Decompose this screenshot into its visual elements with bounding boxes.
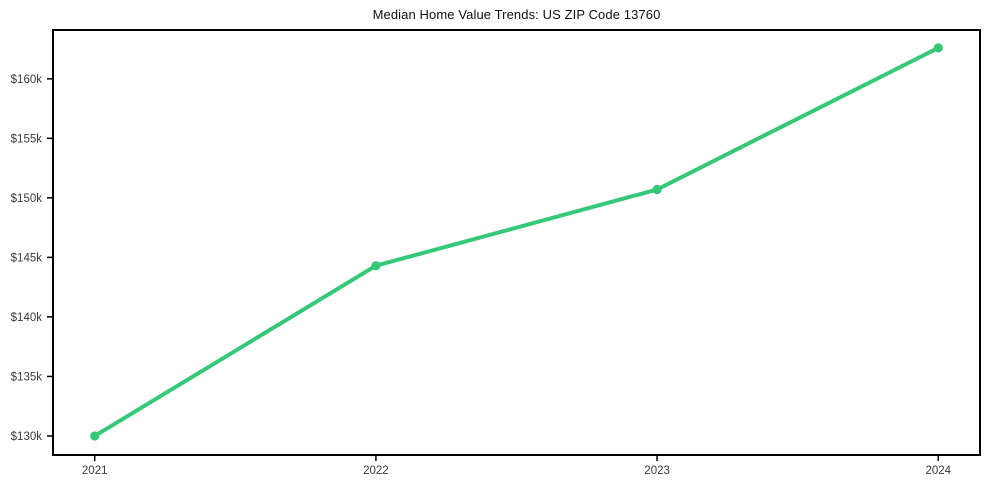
y-tick-label: $160k — [11, 74, 43, 86]
data-point-marker — [933, 43, 943, 53]
y-tick-label: $130k — [11, 431, 43, 443]
data-point-marker — [652, 184, 662, 195]
data-point-marker — [371, 261, 381, 271]
y-tick-label: $135k — [11, 371, 43, 383]
data-point-marker — [90, 431, 100, 441]
y-tick-label: $140k — [11, 312, 43, 324]
x-tick-label: 2023 — [644, 465, 670, 477]
plot-area-border — [52, 29, 981, 456]
y-tick-label: $155k — [11, 133, 43, 145]
x-tick-label: 2024 — [925, 465, 951, 477]
y-tick-label: $150k — [11, 193, 43, 205]
y-tick-label: $145k — [11, 252, 43, 264]
x-tick-label: 2022 — [363, 465, 389, 477]
chart-title: Median Home Value Trends: US ZIP Code 13… — [372, 7, 661, 22]
trend-line — [92, 45, 941, 438]
x-tick-label: 2021 — [82, 465, 108, 477]
